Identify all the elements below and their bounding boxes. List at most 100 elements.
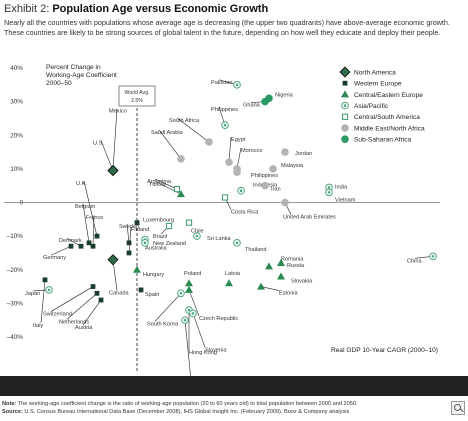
data-label: New Zealand [153,241,186,247]
data-label: Vietnam [335,197,356,203]
data-point [181,316,189,324]
y-tick-label: –40% [7,334,24,341]
legend-label: Central/South America [354,114,420,121]
data-point [78,243,84,249]
chart-title: Exhibit 2: Population Age versus Economi… [4,2,464,16]
data-point [233,81,241,89]
data-label: Morocco [241,148,262,154]
y-tick-label: 0 [19,200,23,207]
data-point-shape [173,185,181,193]
data-point [126,250,132,256]
data-point-dot [431,255,435,258]
data-label: South Africa [169,118,200,124]
data-point-shape [126,250,132,256]
data-label: Iran [271,187,281,193]
leader-line [188,289,200,317]
data-point [269,165,277,173]
data-label: United Arab Emirates [283,215,336,221]
data-point-shape [165,222,173,230]
data-label: Chile [191,229,204,235]
data-label: Netherlands [59,319,89,325]
data-point-dot [223,123,227,127]
data-point [126,240,132,246]
y-axis-label-line: Percent Change in [46,64,101,71]
data-point-shape [261,181,269,190]
zoom-icon[interactable] [451,401,465,415]
data-point [141,239,149,247]
legend-marker-shape [339,66,351,78]
data-point [205,138,213,146]
note-label: Note: [2,401,17,407]
data-label: Hungary [143,272,164,278]
data-point-shape [277,272,285,280]
legend-label: Middle East/North Africa [354,125,425,132]
data-point-dot [191,312,195,315]
data-point-dot [327,191,331,194]
data-point-shape [225,279,233,287]
data-point [86,240,92,246]
data-point-dot [239,189,243,193]
data-label: India [335,184,348,190]
y-tick-label: 10% [10,166,23,173]
data-label: U.K. [76,181,87,187]
data-point-shape [78,243,84,249]
legend-label: North America [354,69,396,76]
data-point-shape [281,198,289,207]
data-point [225,158,233,166]
leader-line [184,320,192,380]
data-label: Thailand [245,247,266,253]
data-label: Turkey [149,182,166,188]
data-point [257,282,265,290]
data-point-shape [94,233,100,239]
data-label: South Korea [147,321,179,327]
x-axis-bar [0,376,468,396]
data-point-shape [257,282,265,290]
leader-line [154,178,178,190]
data-label: Estonia [279,291,299,297]
data-point-shape [90,243,96,249]
data-point-dot [143,241,147,245]
data-point [107,254,119,266]
data-point [133,265,141,273]
leader-line [50,245,72,256]
chart-header: Exhibit 2: Population Age versus Economi… [4,2,464,38]
note-text: The working-age coefficient change is th… [17,401,358,407]
data-label: Italy [33,323,43,329]
data-point-shape [98,297,104,303]
scatter-chart: World Avg. 2.5% 40% 30% 20% 10% 0 –10% –20% –30% –… [4,64,440,380]
data-label: Mexico [109,109,127,115]
data-label: Canada [109,291,129,297]
exhibit-label: Exhibit 2: [4,3,50,15]
data-point-shape [185,279,193,287]
y-tick-label: –20% [7,267,24,274]
data-point [107,164,119,177]
data-label: Jordan [295,151,312,157]
legend-marker [342,80,348,86]
data-point-shape [221,194,229,201]
leader-line [40,279,46,323]
data-point-dot [195,234,199,238]
legend-marker [341,90,349,98]
world-average-value: 2.5% [131,98,143,104]
legend-label: Asia/Pacific [354,103,389,110]
data-label: Malaysia [281,163,304,169]
data-label: U.S. [93,141,104,147]
data-point [177,190,185,198]
data-label: Pakistan [211,80,232,86]
data-label: Ghana [243,103,261,109]
data-point [261,97,269,106]
leader-line [176,117,210,143]
data-point [90,243,96,249]
data-label: Saudi Arabia [151,130,184,136]
data-point [277,272,285,280]
legend-marker [341,124,349,132]
data-label: France [86,215,103,221]
data-point [281,198,289,207]
data-label: Brazil [153,234,167,240]
legend-label: Western Europe [354,81,402,88]
leader-line [126,223,130,243]
legend-marker [341,101,349,110]
data-point-shape [133,265,141,273]
data-point-shape [205,138,213,146]
data-point-shape [265,262,273,270]
